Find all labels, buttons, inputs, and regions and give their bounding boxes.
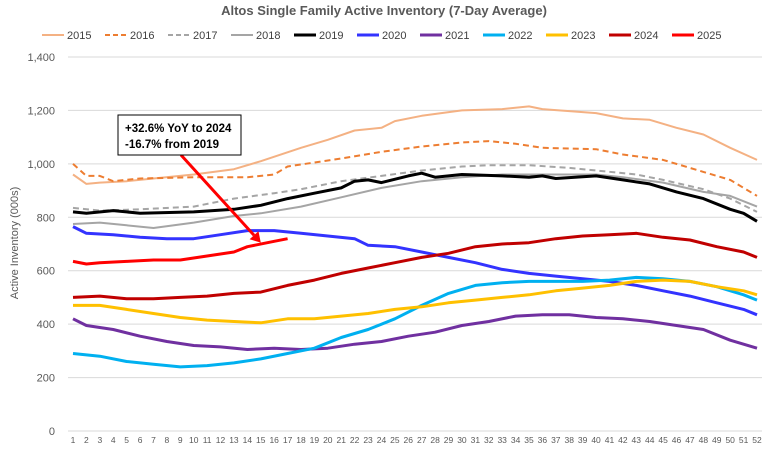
x-tick-label: 4	[111, 435, 116, 445]
y-tick-label: 0	[49, 426, 55, 438]
x-tick-label: 24	[377, 435, 387, 445]
y-tick-label: 600	[37, 266, 55, 278]
series-line-2017	[72, 164, 758, 213]
x-tick-label: 21	[337, 435, 347, 445]
x-tick-label: 13	[229, 435, 239, 445]
gridlines	[68, 56, 762, 432]
x-tick-label: 16	[269, 435, 279, 445]
x-tick-label: 27	[417, 435, 427, 445]
x-tick-label: 52	[752, 435, 762, 445]
x-tick-label: 23	[363, 435, 373, 445]
x-tick-label: 38	[565, 435, 575, 445]
legend-label-2020: 2020	[382, 30, 406, 42]
x-tick-label: 35	[524, 435, 534, 445]
x-tick-label: 31	[471, 435, 481, 445]
y-tick-label: 400	[37, 319, 55, 331]
series-lines	[72, 105, 758, 369]
x-tick-label: 26	[404, 435, 414, 445]
series-line-2025	[72, 237, 288, 266]
y-tick-label: 200	[37, 373, 55, 385]
x-tick-label: 50	[725, 435, 735, 445]
x-tick-label: 3	[97, 435, 102, 445]
series-line-2020	[72, 225, 758, 317]
annotation-line-1: +32.6% YoY to 2024	[125, 123, 232, 135]
annotation-arrow	[179, 153, 256, 237]
y-axis-ticks: 0 200 400 600 800 1,000 1,200 1,400	[27, 52, 55, 438]
x-tick-label: 43	[632, 435, 642, 445]
x-tick-label: 2	[84, 435, 89, 445]
x-tick-label: 47	[685, 435, 695, 445]
x-tick-label: 20	[323, 435, 333, 445]
x-tick-label: 7	[151, 435, 156, 445]
x-tick-label: 29	[444, 435, 454, 445]
legend-label-2019: 2019	[319, 30, 343, 42]
x-tick-label: 30	[457, 435, 467, 445]
x-tick-label: 46	[672, 435, 682, 445]
x-tick-label: 19	[310, 435, 320, 445]
x-tick-label: 40	[591, 435, 601, 445]
x-tick-label: 42	[618, 435, 628, 445]
y-tick-label: 1,200	[27, 105, 55, 117]
x-tick-label: 34	[511, 435, 521, 445]
x-tick-label: 11	[203, 435, 212, 445]
x-tick-label: 33	[497, 435, 507, 445]
legend: 2015 2016 2017 2018 2019 2020 2021 2022 2023 2024…	[42, 30, 721, 42]
x-tick-label: 37	[551, 435, 561, 445]
x-tick-label: 12	[216, 435, 226, 445]
x-tick-label: 44	[645, 435, 655, 445]
series-line-2018	[72, 173, 758, 229]
x-tick-label: 5	[124, 435, 129, 445]
x-tick-label: 18	[296, 435, 306, 445]
series-line-2021	[72, 313, 758, 351]
y-axis-label: Active Inventory (000s)	[9, 187, 21, 300]
arrow-head-icon	[249, 231, 261, 243]
x-tick-label: 36	[538, 435, 548, 445]
series-line-2023	[73, 278, 758, 325]
x-tick-label: 25	[390, 435, 400, 445]
x-tick-label: 8	[165, 435, 170, 445]
x-tick-label: 45	[658, 435, 668, 445]
legend-label-2017: 2017	[193, 30, 217, 42]
x-tick-label: 14	[243, 435, 253, 445]
x-tick-label: 28	[430, 435, 440, 445]
x-tick-label: 1	[71, 435, 76, 445]
x-tick-label: 32	[484, 435, 494, 445]
legend-label-2022: 2022	[508, 30, 532, 42]
x-tick-label: 41	[605, 435, 615, 445]
x-tick-label: 51	[739, 435, 749, 445]
x-tick-label: 17	[283, 435, 293, 445]
series-line-2016	[72, 140, 758, 197]
x-tick-label: 6	[138, 435, 143, 445]
x-tick-label: 9	[178, 435, 183, 445]
x-tick-label: 49	[712, 435, 722, 445]
annotation-box	[117, 114, 242, 156]
legend-label-2024: 2024	[634, 30, 658, 42]
legend-label-2016: 2016	[130, 30, 154, 42]
x-tick-label: 39	[578, 435, 588, 445]
legend-label-2025: 2025	[697, 30, 721, 42]
y-tick-label: 1,000	[27, 159, 55, 171]
x-axis-ticks: 1 2 3 4 5 6 7 8 9 10 11 12 13 14 15 16 17 18 19 20 21 22 23 24 2…	[71, 435, 762, 445]
chart-title: Altos Single Family Active Inventory (7-…	[221, 3, 547, 18]
y-tick-label: 1,400	[27, 52, 55, 64]
y-tick-label: 800	[37, 212, 55, 224]
x-tick-label: 22	[350, 435, 360, 445]
series-line-2015	[72, 105, 758, 185]
x-tick-label: 48	[699, 435, 709, 445]
legend-label-2015: 2015	[67, 30, 91, 42]
x-tick-label: 15	[256, 435, 266, 445]
annotation-line-2: -16.7% from 2019	[125, 139, 219, 151]
x-tick-label: 10	[189, 435, 199, 445]
legend-label-2018: 2018	[256, 30, 280, 42]
legend-label-2023: 2023	[571, 30, 595, 42]
legend-label-2021: 2021	[445, 30, 469, 42]
series-line-2019	[72, 171, 758, 223]
series-line-2024	[72, 231, 758, 301]
annotation: +32.6% YoY to 2024 -16.7% from 2019	[117, 114, 261, 243]
